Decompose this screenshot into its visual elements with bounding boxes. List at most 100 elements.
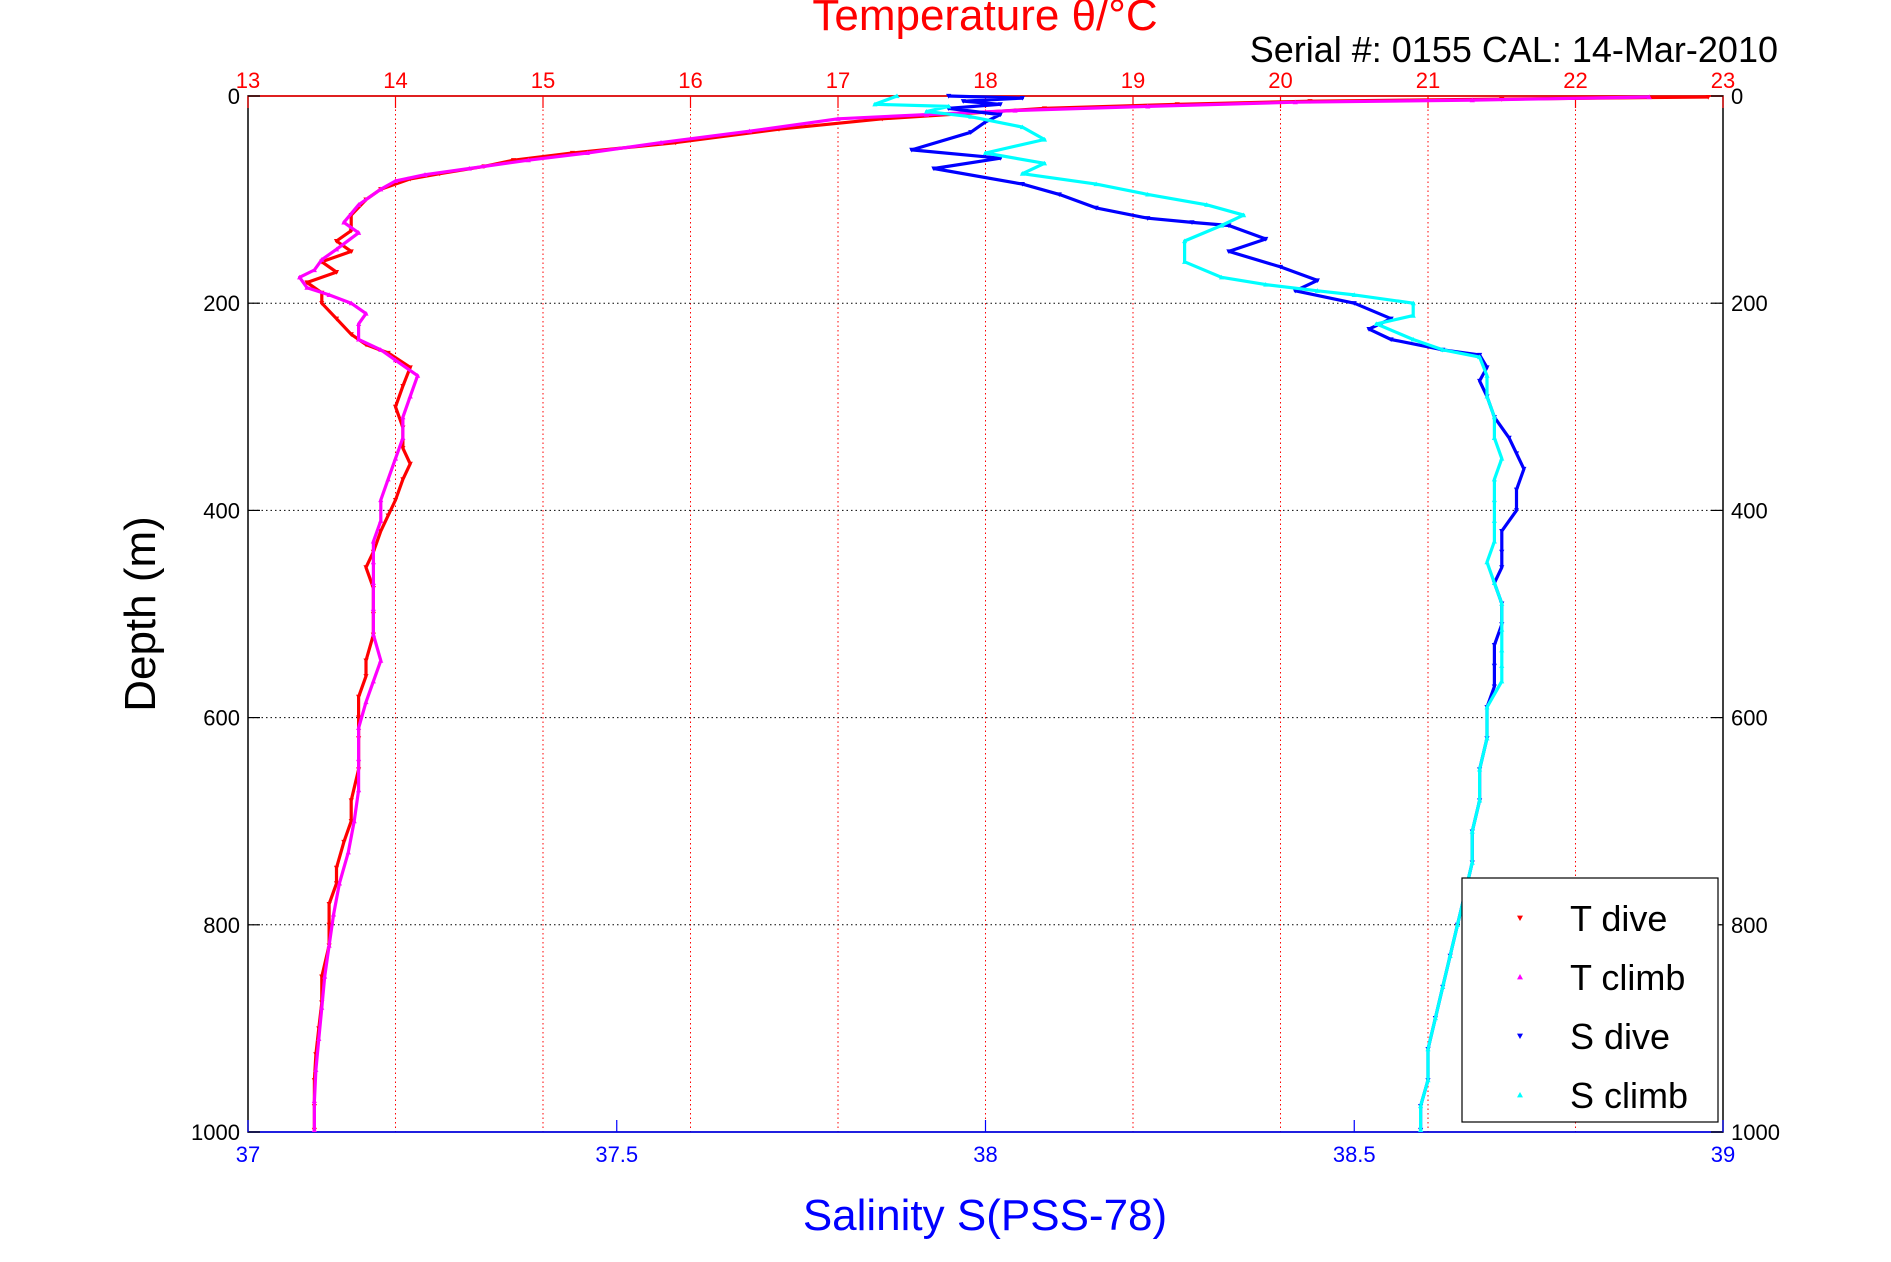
temperature-tick-label: 14 — [383, 68, 407, 93]
data-point — [1484, 559, 1490, 565]
data-point — [997, 112, 1003, 118]
data-point — [400, 446, 406, 451]
data-point — [378, 658, 384, 663]
grid-lines — [248, 96, 1723, 1132]
depth-tick-label-right: 200 — [1731, 291, 1768, 316]
data-point — [370, 632, 376, 637]
data-point — [960, 99, 966, 104]
data-point — [407, 461, 413, 467]
data-point — [1241, 212, 1247, 218]
data-point — [363, 674, 369, 679]
depth-tick-label-left: 1000 — [191, 1120, 240, 1145]
data-point — [370, 606, 376, 611]
data-point — [407, 365, 413, 371]
data-point — [348, 798, 354, 804]
data-point — [746, 128, 753, 134]
depth-tick-labels-left: 0 200 400 600 800 1000 — [191, 84, 240, 1145]
salinity-tick-label: 37 — [236, 1142, 260, 1167]
data-point — [1425, 1046, 1431, 1052]
temperature-tick-label: 23 — [1711, 68, 1735, 93]
data-point — [1145, 191, 1151, 197]
depth-axis-title: Depth (m) — [116, 516, 165, 712]
data-point — [322, 974, 328, 979]
data-point — [1388, 337, 1394, 343]
data-point — [923, 108, 930, 114]
data-point — [1041, 136, 1048, 142]
data-point — [348, 249, 354, 254]
data-point — [1499, 647, 1505, 653]
data-point — [1226, 223, 1232, 229]
data-point — [1145, 103, 1151, 109]
data-point — [326, 902, 332, 907]
data-point — [1484, 735, 1490, 741]
data-point — [385, 513, 391, 519]
data-point — [356, 787, 362, 793]
temperature-tick-label: 20 — [1268, 68, 1292, 93]
data-point — [326, 292, 332, 297]
legend-label: S climb — [1570, 1075, 1688, 1116]
data-point — [351, 818, 357, 824]
depth-tick-label-right: 600 — [1731, 706, 1768, 731]
data-point — [909, 147, 915, 153]
data-point — [1499, 529, 1505, 534]
data-point — [1314, 278, 1320, 284]
data-point — [1484, 704, 1490, 710]
temperature-tick-label: 21 — [1416, 68, 1440, 93]
data-point — [1292, 99, 1298, 105]
data-point — [1499, 549, 1505, 555]
data-point — [304, 280, 310, 286]
data-point — [319, 257, 325, 262]
data-point — [356, 321, 362, 326]
temperature-tick-label: 18 — [973, 68, 997, 93]
data-point — [400, 435, 406, 440]
data-point — [1019, 181, 1025, 187]
data-point — [392, 357, 399, 363]
data-point — [356, 202, 362, 207]
data-point — [378, 518, 384, 523]
data-point — [1469, 828, 1475, 834]
depth-tick-label-right: 0 — [1731, 84, 1743, 109]
depth-tick-label-right: 400 — [1731, 498, 1768, 523]
data-point — [1513, 508, 1520, 513]
data-point — [872, 101, 878, 107]
data-point — [415, 373, 421, 378]
data-point — [333, 865, 340, 871]
data-point — [348, 819, 354, 824]
data-point — [378, 186, 384, 192]
depth-tick-label-left: 600 — [203, 706, 240, 731]
depth-tick-label-right: 800 — [1731, 913, 1768, 938]
legend-label: T dive — [1570, 898, 1667, 939]
data-series — [297, 93, 1711, 1133]
data-point — [1499, 601, 1505, 606]
data-point — [1484, 373, 1490, 378]
data-point — [392, 497, 399, 503]
data-point — [1440, 984, 1446, 990]
data-point — [348, 332, 354, 337]
data-point — [400, 384, 406, 389]
data-point — [1041, 160, 1048, 166]
data-point — [1705, 94, 1711, 100]
data-point — [348, 300, 354, 306]
data-point — [1499, 678, 1505, 684]
data-point — [311, 267, 317, 273]
data-point — [1491, 663, 1497, 669]
data-point — [1447, 953, 1453, 958]
temperature-tick-label: 22 — [1563, 68, 1587, 93]
data-point — [1093, 205, 1099, 211]
data-point — [1189, 220, 1195, 225]
series-t-climb — [297, 94, 1652, 1133]
data-point — [363, 658, 369, 664]
data-point — [316, 1036, 322, 1041]
data-point — [1469, 97, 1475, 103]
data-point — [333, 316, 340, 322]
salinity-axis-title: Salinity S(PSS-78) — [803, 1191, 1167, 1240]
data-point — [835, 116, 841, 121]
data-point — [1012, 107, 1018, 113]
chart-title: Temperature θ/°C — [812, 0, 1157, 40]
data-point — [1513, 487, 1520, 493]
data-point — [400, 477, 406, 482]
data-point — [1477, 354, 1483, 360]
salinity-tick-labels: 37 37.5 38 38.5 39 — [236, 1142, 1735, 1167]
data-point — [378, 347, 384, 352]
data-point — [1019, 171, 1025, 176]
